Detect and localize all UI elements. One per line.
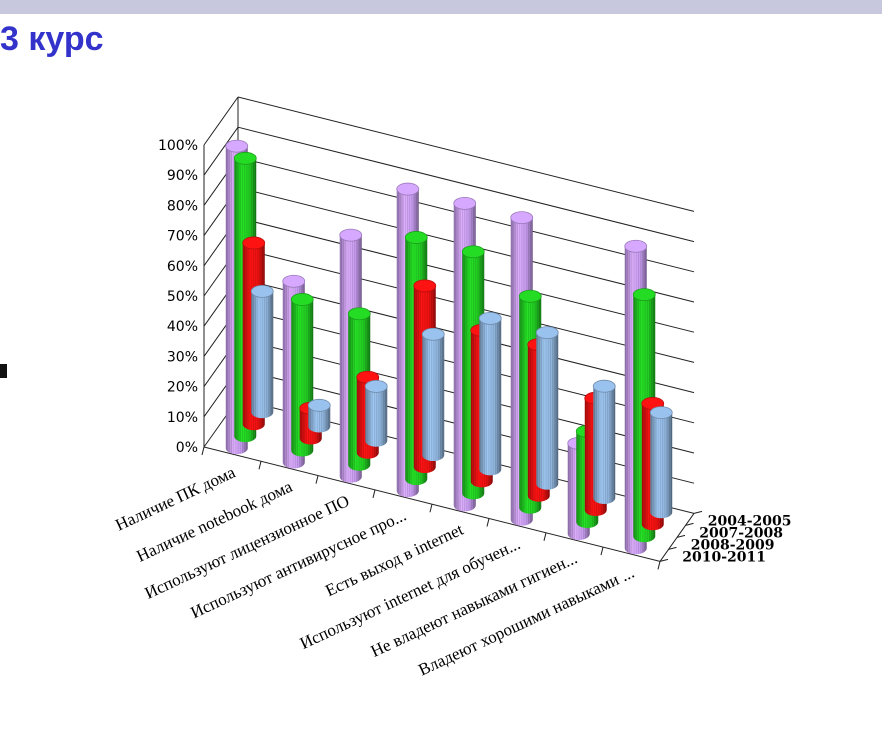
category-tick — [258, 461, 262, 470]
y-tick-label: 60% — [167, 259, 198, 275]
category-tick — [372, 489, 376, 499]
category-tick — [543, 532, 547, 541]
y-tick-labels: 0% 10% 20% 30% 40% 50% 60% 70% 80% 90% 100% — [158, 138, 198, 456]
category-tick — [315, 475, 319, 484]
y-tick-label: 100% — [158, 138, 198, 154]
bar — [364, 379, 388, 447]
bar — [250, 284, 274, 419]
gridline-side — [203, 96, 239, 146]
bar — [592, 379, 616, 504]
left-edge-mark — [0, 364, 7, 378]
category-tick — [486, 518, 490, 527]
bar — [478, 311, 502, 476]
page-title: 3 курс — [0, 20, 104, 58]
bar — [535, 326, 559, 490]
series-tick — [676, 534, 686, 538]
category-tick — [201, 446, 205, 456]
chart-bars — [225, 139, 673, 555]
y-tick-label: 80% — [167, 198, 198, 214]
category-tick — [657, 561, 661, 570]
y-tick-label: 0% — [176, 440, 198, 456]
series-tick — [668, 546, 677, 550]
series-label: 2010-2011 — [682, 549, 766, 565]
series-tick — [693, 510, 703, 514]
series-tick — [685, 522, 694, 526]
category-tick — [600, 546, 604, 556]
gridline-side — [203, 126, 239, 176]
y-tick-label: 10% — [167, 410, 198, 426]
y-tick-label: 40% — [167, 319, 198, 335]
gridline-back — [237, 96, 695, 212]
bar — [421, 327, 445, 462]
y-tick-label: 90% — [167, 168, 198, 184]
y-tick-label: 30% — [167, 349, 198, 365]
y-tick-label: 50% — [167, 289, 198, 305]
y-tick-label: 20% — [167, 380, 198, 396]
gridline-back — [237, 126, 695, 243]
series-label: 2007-2008 — [699, 525, 783, 541]
bar — [307, 398, 331, 433]
top-band — [0, 0, 882, 14]
bar — [649, 406, 673, 519]
y-tick-label: 70% — [167, 229, 198, 245]
series-tick — [659, 558, 669, 562]
series-label: 2004-2005 — [708, 513, 792, 529]
category-tick — [429, 504, 433, 513]
series-label: 2008-2009 — [691, 537, 775, 553]
